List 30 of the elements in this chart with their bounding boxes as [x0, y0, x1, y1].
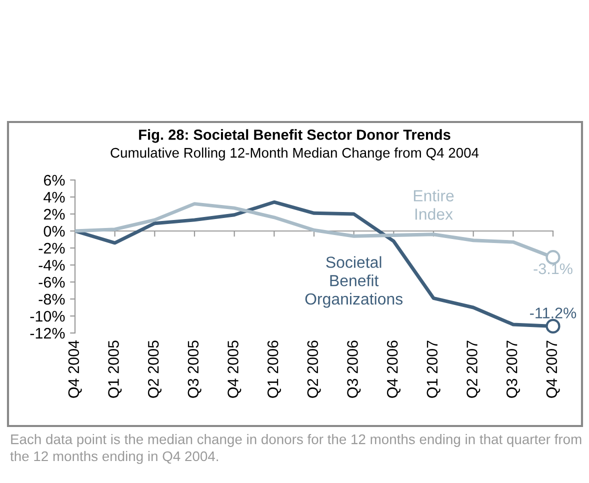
- x-tick-label: Q1 2007: [426, 340, 440, 398]
- y-tick-label: -2%: [38, 242, 65, 254]
- x-tick-label: Q2 2005: [148, 340, 162, 398]
- x-tick-label: Q4 2007: [546, 340, 560, 398]
- series-label: Societal Benefit Organizations: [305, 256, 403, 308]
- y-tick-label: -12%: [30, 328, 65, 339]
- y-tick-label: -6%: [38, 276, 65, 288]
- x-tick-label: Q4 2004: [68, 340, 82, 398]
- x-tick-label: Q1 2006: [267, 340, 282, 398]
- y-tick-label: -10%: [30, 310, 65, 322]
- data-label: -11.2%: [530, 308, 576, 318]
- y-tick-label: 0%: [44, 226, 65, 237]
- x-tick-label: Q2 2007: [466, 340, 480, 398]
- x-tick-label: Q4 2005: [228, 340, 242, 398]
- chart-subtitle: Cumulative Rolling 12-Month Median Change from Q4 2004: [110, 148, 479, 160]
- y-tick-label: 4%: [44, 192, 65, 203]
- y-tick-label: 6%: [44, 174, 65, 186]
- y-tick-label: -4%: [38, 260, 65, 271]
- chart-title: Fig. 28: Societal Benefit Sector Donor Trends: [139, 129, 450, 143]
- x-tick-label: Q3 2006: [347, 340, 361, 398]
- series-label: Entire Index: [414, 190, 454, 220]
- x-tick-label: Q1 2005: [108, 340, 122, 398]
- x-tick-label: Q4 2006: [386, 340, 401, 398]
- x-tick-label: Q3 2005: [188, 340, 202, 398]
- y-tick-label: -8%: [38, 294, 65, 305]
- data-label: -3.1%: [534, 263, 572, 274]
- x-tick-label: Q2 2006: [307, 340, 321, 398]
- y-tick-label: 2%: [44, 208, 65, 220]
- text: Each data point is the median change in donors for the 12 months ending in that quarter from the 12 months ending in Q4 2004.: [10, 434, 582, 464]
- x-tick-label: Q3 2007: [506, 340, 520, 398]
